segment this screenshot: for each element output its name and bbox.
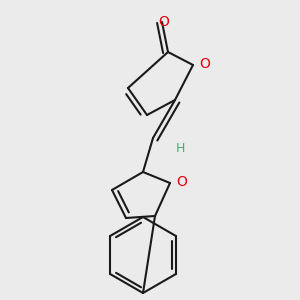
Text: O: O [176,175,187,189]
Text: O: O [159,15,170,29]
Text: O: O [199,57,210,71]
Text: H: H [176,142,185,154]
